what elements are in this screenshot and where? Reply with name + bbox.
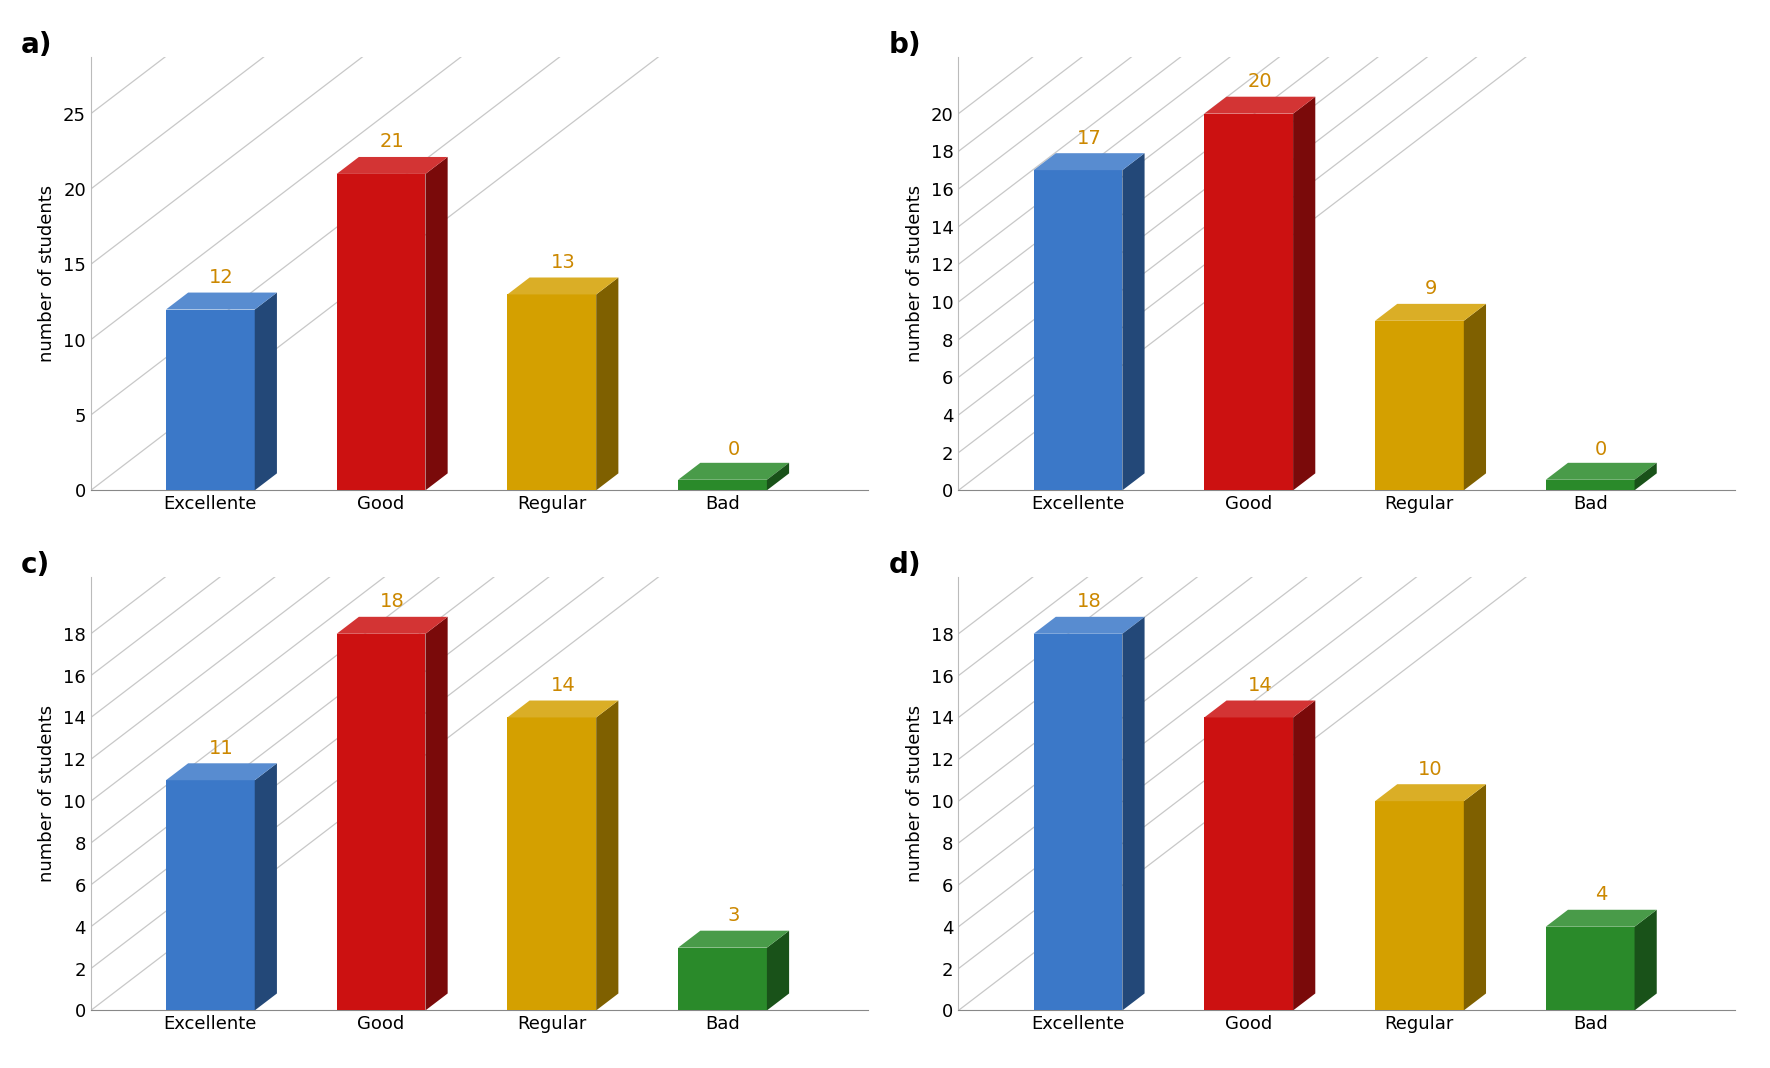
Polygon shape [678, 930, 789, 947]
Y-axis label: number of students: number of students [39, 705, 57, 882]
Polygon shape [1294, 97, 1315, 490]
Polygon shape [1375, 304, 1487, 320]
Polygon shape [1122, 153, 1145, 490]
Text: 13: 13 [550, 253, 575, 272]
Y-axis label: number of students: number of students [37, 185, 57, 362]
Polygon shape [1375, 784, 1487, 801]
Polygon shape [766, 462, 789, 490]
Polygon shape [596, 278, 618, 490]
Polygon shape [508, 718, 596, 1010]
Polygon shape [425, 617, 448, 1010]
Polygon shape [1545, 480, 1634, 490]
Polygon shape [1464, 304, 1487, 490]
Polygon shape [1204, 701, 1315, 718]
Text: d): d) [889, 551, 920, 579]
Text: 0: 0 [727, 440, 740, 459]
Polygon shape [508, 278, 618, 295]
Polygon shape [1634, 462, 1657, 490]
Text: 18: 18 [381, 592, 405, 611]
Polygon shape [255, 764, 276, 1010]
Text: 10: 10 [1418, 759, 1443, 779]
Polygon shape [596, 701, 618, 1010]
Polygon shape [1204, 718, 1294, 1010]
Polygon shape [336, 633, 425, 1010]
Polygon shape [1204, 113, 1294, 490]
Polygon shape [336, 157, 448, 174]
Polygon shape [1634, 910, 1657, 1010]
Polygon shape [1034, 153, 1145, 170]
Text: 9: 9 [1425, 279, 1437, 298]
Y-axis label: number of students: number of students [906, 185, 924, 362]
Polygon shape [508, 701, 618, 718]
Polygon shape [1034, 170, 1122, 490]
Text: 17: 17 [1076, 128, 1101, 147]
Text: b): b) [889, 31, 920, 59]
Text: 11: 11 [209, 739, 234, 757]
Polygon shape [1545, 927, 1634, 1010]
Polygon shape [336, 174, 425, 490]
Text: 14: 14 [1248, 676, 1273, 695]
Polygon shape [1375, 801, 1464, 1010]
Polygon shape [1034, 617, 1145, 633]
Polygon shape [1204, 97, 1315, 113]
Polygon shape [166, 293, 276, 310]
Text: a): a) [21, 31, 53, 59]
Text: 3: 3 [727, 906, 740, 925]
Polygon shape [766, 930, 789, 1010]
Polygon shape [425, 157, 448, 490]
Polygon shape [1545, 910, 1657, 927]
Polygon shape [166, 310, 255, 490]
Text: 14: 14 [550, 676, 575, 695]
Polygon shape [336, 617, 448, 633]
Text: 20: 20 [1248, 72, 1273, 91]
Polygon shape [1122, 617, 1145, 1010]
Polygon shape [166, 781, 255, 1010]
Text: 4: 4 [1595, 885, 1607, 905]
Polygon shape [166, 764, 276, 781]
Polygon shape [1545, 462, 1657, 480]
Polygon shape [1464, 784, 1487, 1010]
Polygon shape [678, 462, 789, 480]
Polygon shape [1034, 633, 1122, 1010]
Polygon shape [1375, 320, 1464, 490]
Text: 0: 0 [1595, 440, 1607, 459]
Text: 18: 18 [1076, 592, 1101, 611]
Polygon shape [508, 295, 596, 490]
Y-axis label: number of students: number of students [906, 705, 924, 882]
Polygon shape [678, 480, 766, 490]
Polygon shape [1294, 701, 1315, 1010]
Polygon shape [678, 947, 766, 1010]
Text: 12: 12 [209, 268, 234, 287]
Text: 21: 21 [381, 132, 405, 152]
Text: c): c) [21, 551, 50, 579]
Polygon shape [255, 293, 276, 490]
